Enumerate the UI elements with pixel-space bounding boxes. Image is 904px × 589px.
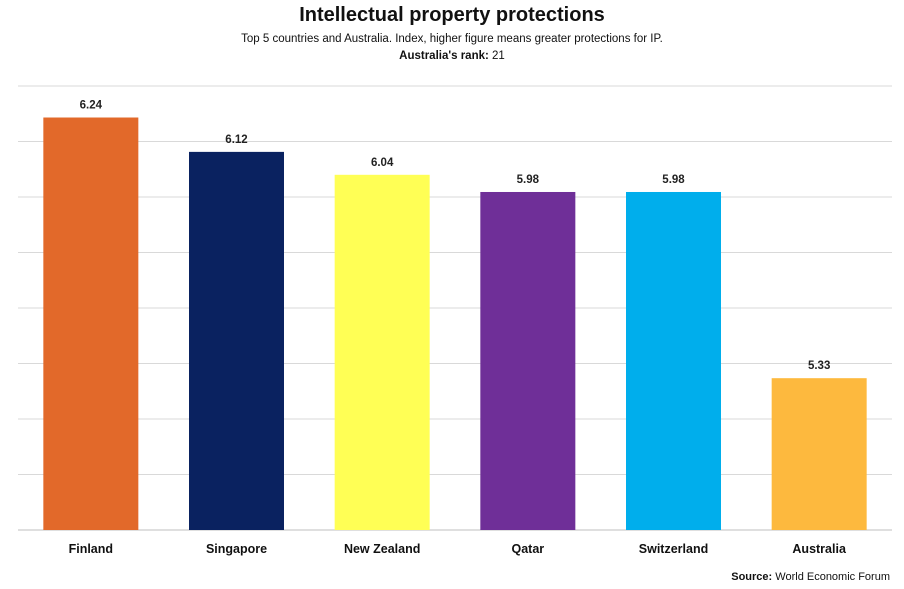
value-label: 6.12: [225, 134, 247, 146]
value-label: 5.33: [808, 360, 830, 372]
value-label: 6.04: [371, 157, 394, 169]
bar-australia: [771, 378, 867, 530]
category-label: Singapore: [206, 542, 267, 556]
category-label: Australia: [792, 542, 847, 556]
value-label: 5.98: [517, 174, 540, 186]
bar-switzerland: [626, 191, 721, 530]
source-label: Source:: [731, 571, 773, 583]
category-label: Switzerland: [639, 542, 708, 556]
value-label: 5.98: [662, 174, 685, 186]
category-label: New Zealand: [344, 542, 420, 556]
rank-value: 21: [492, 50, 505, 62]
bar-new-zealand: [334, 174, 430, 531]
category-labels: Finland Singapore New Zealand Qatar Switzerl…: [69, 542, 847, 556]
gridlines: [18, 85, 892, 531]
bars: [43, 117, 867, 531]
value-labels: 6.24 6.12 6.04 5.98 5.98 5.33: [80, 100, 831, 373]
rank-line: Australia's rank: 21: [0, 50, 904, 62]
source-value: World Economic Forum: [775, 571, 890, 583]
category-label: Qatar: [512, 542, 545, 556]
chart-title: Intellectual property protections: [299, 4, 605, 26]
bar-singapore: [189, 151, 284, 531]
value-label: 6.24: [80, 100, 103, 112]
category-label: Finland: [69, 542, 113, 556]
bar-qatar: [480, 191, 576, 530]
rank-label: Australia's rank:: [399, 50, 489, 62]
bar-finland: [43, 117, 139, 530]
source-note: Source: World Economic Forum: [731, 571, 890, 583]
chart-subtitle: Top 5 countries and Australia. Index, hi…: [241, 33, 663, 45]
